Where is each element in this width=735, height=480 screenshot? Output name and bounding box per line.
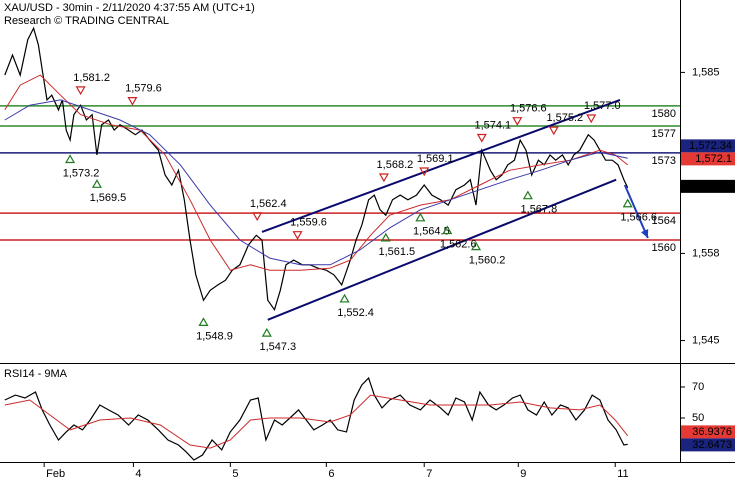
pivot-marker (75, 86, 86, 96)
pivot-marker (476, 133, 487, 143)
level-label: 1580 (652, 108, 676, 120)
price-label-box (681, 179, 735, 193)
x-tick-label: 11 (617, 468, 628, 480)
pivot-label: 1,564.5 (413, 226, 450, 238)
y-tick-label: 50 (692, 412, 704, 424)
series-line (4, 99, 628, 266)
chart-subtitle: Research © TRADING CENTRAL (4, 15, 169, 27)
level-label: 1577 (652, 128, 676, 140)
level-label: 1564 (652, 215, 676, 227)
price-label: 32.6473 (692, 439, 732, 451)
pivot-label: 1,568.2 (377, 159, 414, 171)
pivot-label: 1,559.6 (290, 217, 327, 229)
pivot-marker (380, 232, 391, 242)
price-label-box (681, 152, 735, 166)
pivot-marker (442, 225, 453, 235)
x-tick-label: Feb (46, 468, 65, 480)
y-tick-label: 1,558 (692, 247, 720, 259)
pivot-marker (471, 241, 482, 251)
price-label-box (681, 438, 735, 452)
pivot-label: 1,581.2 (73, 72, 110, 84)
y-tick-label: 1,545 (692, 334, 720, 346)
y-tick-label: 70 (692, 381, 704, 393)
panel-title: RSI14 - 9MA (4, 368, 68, 380)
y-tick-label: 1,585 (692, 66, 720, 78)
pivot-marker (65, 154, 76, 164)
series-line (4, 376, 628, 461)
x-tick-label: 9 (520, 468, 526, 480)
price-label-box (681, 139, 735, 153)
pivot-label: 1,573.2 (63, 167, 100, 179)
x-tick-label: 6 (328, 468, 334, 480)
pivot-label: 1,577.0 (584, 100, 621, 112)
series-line (4, 74, 629, 271)
price-label: 36.9376 (692, 426, 732, 438)
pivot-label: 1,575.2 (546, 112, 583, 124)
chart-title: XAU/USD - 30min - 2/11/2020 4:37:55 AM (… (4, 2, 255, 14)
pivot-label: 1,567.8 (521, 204, 558, 216)
pivot-label: 1,569.1 (417, 153, 454, 165)
pivot-marker (622, 198, 633, 208)
pivot-marker (586, 114, 597, 124)
pivot-marker (198, 317, 209, 327)
pivot-marker (378, 173, 389, 183)
pivot-marker (548, 126, 559, 136)
pivot-marker (415, 212, 426, 222)
pivot-label: 1,562.4 (250, 198, 287, 210)
price-label: 1,572.34 (689, 140, 732, 152)
price-label: 1,568 (704, 180, 732, 192)
pivot-label: 1,576.6 (510, 103, 547, 115)
pivot-label: 1,547.3 (259, 341, 296, 353)
pivot-marker (512, 117, 523, 126)
pivot-label: 1,562.6 (440, 238, 477, 250)
pivot-marker (339, 293, 350, 303)
trend-line (623, 184, 649, 239)
price-label-box (681, 425, 735, 439)
pivot-label: 1,552.4 (337, 307, 374, 319)
pivot-label: 1,548.9 (196, 330, 233, 342)
pivot-label: 1,561.5 (378, 246, 415, 258)
x-tick-label: 7 (426, 468, 432, 480)
series-line (4, 394, 629, 449)
pivot-marker (127, 96, 138, 106)
pivot-marker (522, 190, 533, 200)
pivot-marker (419, 167, 430, 177)
arrow-head (641, 228, 649, 238)
pivot-label: 1,579.6 (125, 83, 162, 95)
x-tick-label: 5 (232, 468, 238, 480)
level-label: 1560 (652, 242, 676, 254)
pivot-marker (292, 231, 303, 240)
pivot-label: 1,566.6 (620, 212, 657, 224)
pivot-marker (261, 327, 272, 337)
trend-line (267, 178, 617, 321)
level-label: 1573 (652, 155, 676, 167)
pivot-marker (252, 212, 263, 222)
pivot-marker (91, 179, 102, 188)
pivot-label: 1,569.5 (90, 192, 127, 204)
trend-line (261, 98, 621, 233)
price-label: 1,572.1 (695, 153, 732, 165)
x-tick-label: 4 (135, 468, 141, 480)
pivot-label: 1,574.1 (474, 119, 511, 131)
pivot-label: 1,560.2 (469, 255, 506, 267)
